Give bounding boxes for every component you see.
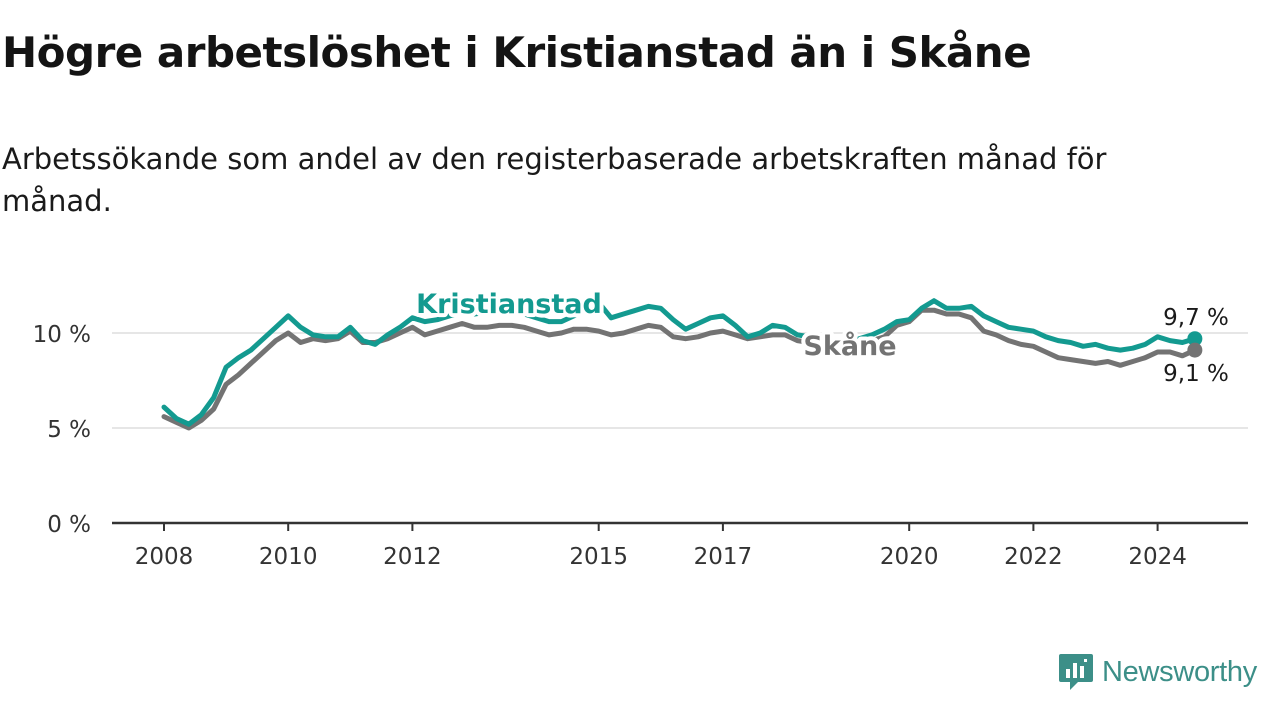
x-tick-label: 2012 xyxy=(383,544,442,570)
x-tick-label: 2022 xyxy=(1004,544,1063,570)
series-line-skane xyxy=(161,307,1198,431)
y-tick-label: 10 % xyxy=(33,322,91,348)
end-value-label-skane: 9,1 % xyxy=(1163,361,1229,387)
y-tick-label: 5 % xyxy=(47,417,91,443)
x-tick-label: 2024 xyxy=(1128,544,1187,570)
x-tick-label: 2008 xyxy=(135,544,194,570)
series-label-skane: Skåne xyxy=(803,330,896,362)
end-value-label-kristianstad: 9,7 % xyxy=(1163,305,1229,331)
newsworthy-logo-text: Newsworthy xyxy=(1102,655,1257,688)
y-tick-label: 0 % xyxy=(47,512,91,538)
end-point-skane xyxy=(1187,342,1203,358)
series-lines xyxy=(161,298,1203,431)
end-point-kristianstad xyxy=(1187,331,1203,347)
series-label-kristianstad: Kristianstad xyxy=(416,289,602,320)
chart-subtitle: Arbetssökande som andel av den registerb… xyxy=(2,142,1107,218)
newsworthy-logo-icon xyxy=(1059,654,1093,690)
x-tick-label: 2017 xyxy=(694,544,753,570)
series-line-kristianstad xyxy=(161,298,1198,427)
newsworthy-logo: Newsworthy xyxy=(1058,652,1257,692)
x-tick-label: 2015 xyxy=(569,544,628,570)
x-axis: 2008 2010 2012 2015 2017 2020 2022 2024 xyxy=(112,521,1248,570)
series-labels: 9,7 % 9,1 % Kristianstad Skåne xyxy=(412,285,1229,387)
x-tick-label: 2010 xyxy=(259,544,318,570)
chart-title: Högre arbetslöshet i Kristianstad än i S… xyxy=(2,28,1032,77)
x-tick-label: 2020 xyxy=(880,544,939,570)
gridlines xyxy=(112,332,1248,429)
y-axis-tick-labels: 0 % 5 % 10 % xyxy=(33,322,91,538)
